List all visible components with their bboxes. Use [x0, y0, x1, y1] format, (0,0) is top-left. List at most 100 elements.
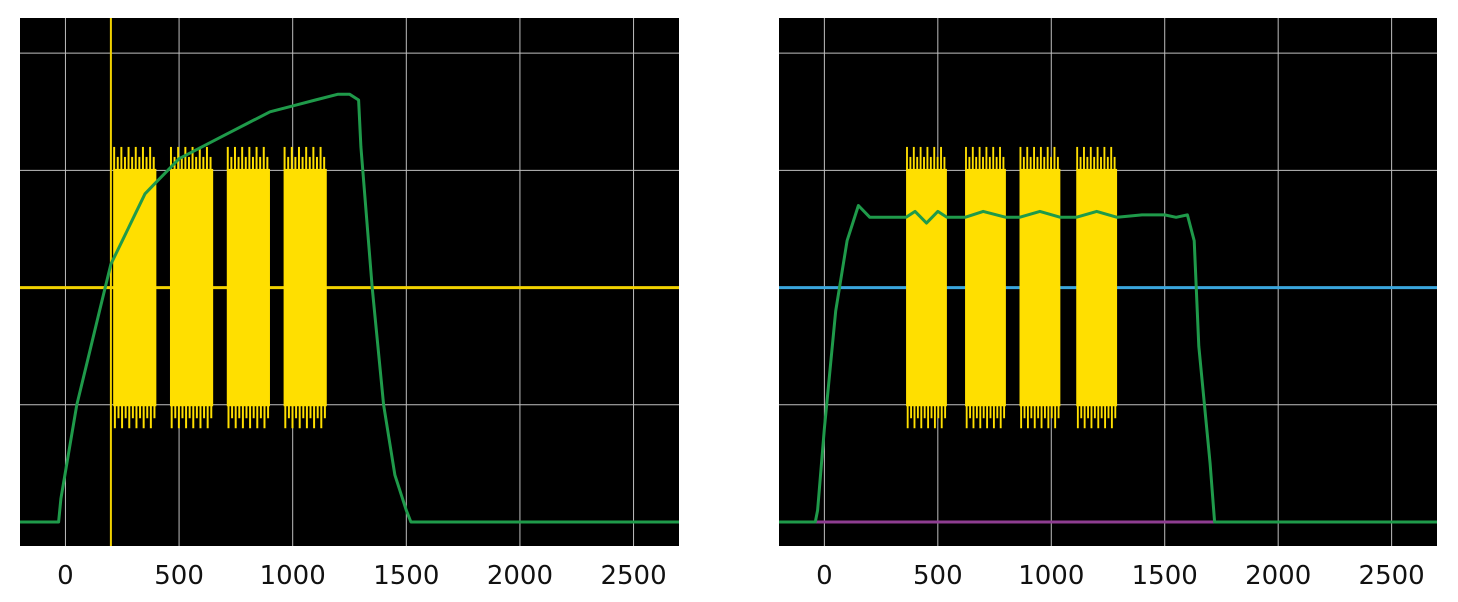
burst-tooth-top	[305, 146, 308, 170]
x-tick-label: 1500	[373, 561, 439, 591]
burst-tooth-top	[198, 146, 201, 170]
burst-tooth-bottom	[153, 405, 156, 419]
x-tick-label: 2000	[487, 561, 553, 591]
burst-tooth-bottom	[113, 405, 116, 429]
burst-tooth-bottom	[1047, 405, 1050, 429]
burst-tooth-bottom	[267, 405, 270, 419]
burst-tooth-bottom	[313, 405, 316, 429]
burst-tooth-top	[169, 146, 172, 170]
burst-tooth-bottom	[965, 405, 968, 429]
series-line-1	[20, 92, 679, 524]
burst-tooth-bottom	[238, 405, 241, 419]
burst-tooth-bottom	[1114, 405, 1117, 419]
burst-tooth-top	[241, 146, 244, 170]
burst-tooth-top	[230, 156, 233, 170]
burst-tooth-top	[982, 156, 984, 170]
burst-tooth-top	[968, 156, 971, 170]
burst-tooth-top	[940, 146, 942, 170]
burst-tooth-bottom	[291, 405, 294, 429]
burst-tooth-top	[1106, 156, 1109, 170]
burst-tooth-top	[244, 156, 247, 170]
burst-tooth-bottom	[937, 405, 940, 419]
burst-tooth-bottom	[210, 405, 213, 419]
x-tick-label: 1500	[1132, 561, 1198, 591]
x-tick-label: 500	[913, 561, 963, 591]
burst-tooth-top	[995, 156, 998, 170]
burst-tooth-bottom	[913, 405, 916, 429]
burst-tooth-top	[1039, 146, 1042, 170]
burst-tooth-top	[909, 156, 912, 170]
burst-tooth-bottom	[234, 405, 237, 429]
burst-tooth-bottom	[142, 405, 145, 429]
burst-tooth-top	[312, 146, 315, 170]
burst-tooth-bottom	[999, 405, 1002, 429]
burst-tooth-bottom	[241, 405, 244, 429]
burst-tooth-top	[113, 146, 116, 170]
burst-tooth-top	[149, 146, 152, 170]
burst-tooth-bottom	[181, 405, 184, 419]
burst-tooth-bottom	[284, 405, 287, 429]
burst-tooth-top	[988, 156, 991, 170]
burst-tooth-top	[226, 146, 229, 170]
burst-tooth-top	[308, 156, 311, 170]
burst-tooth-top	[912, 146, 915, 170]
burst-tooth-top	[1022, 156, 1025, 170]
burst-tooth-top	[209, 156, 212, 170]
burst-tooth-bottom	[920, 405, 923, 429]
burst-tooth-top	[262, 146, 265, 170]
burst-tooth-top	[929, 156, 932, 170]
burst-tooth-bottom	[1044, 405, 1046, 419]
burst-tooth-bottom	[982, 405, 985, 419]
burst-tooth-bottom	[1100, 405, 1103, 419]
burst-tooth-bottom	[249, 405, 252, 429]
burst-tooth-top	[1002, 156, 1005, 170]
burst-tooth-top	[936, 156, 939, 170]
burst-tooth-bottom	[996, 405, 999, 419]
burst-tooth-bottom	[149, 405, 152, 429]
burst-tooth-bottom	[972, 405, 975, 429]
burst-tooth-bottom	[128, 405, 131, 429]
burst-tooth-bottom	[927, 405, 930, 429]
burst-tooth-bottom	[185, 405, 188, 429]
burst-tooth-bottom	[287, 405, 290, 419]
x-tick-label: 2000	[1245, 561, 1311, 591]
burst-tooth-bottom	[992, 405, 995, 429]
burst-tooth-bottom	[177, 405, 180, 429]
burst-tooth-top	[1050, 156, 1053, 170]
burst-tooth-bottom	[302, 405, 305, 419]
burst-tooth-bottom	[1110, 405, 1113, 429]
burst-tooth-top	[202, 156, 205, 170]
burst-tooth-top	[1079, 156, 1082, 170]
burst-tooth-bottom	[1030, 405, 1033, 419]
burst-block-4	[1076, 146, 1118, 429]
burst-tooth-bottom	[256, 405, 259, 429]
burst-tooth-top	[1110, 146, 1113, 170]
burst-tooth-top	[187, 156, 190, 170]
burst-tooth-top	[971, 146, 974, 170]
burst-tooth-top	[1019, 146, 1022, 170]
burst-tooth-bottom	[989, 405, 992, 419]
burst-tooth-top	[287, 156, 290, 170]
burst-tooth-bottom	[1033, 405, 1036, 429]
burst-tooth-bottom	[316, 405, 319, 419]
burst-tooth-top	[297, 146, 300, 170]
burst-tooth-top	[1043, 156, 1046, 170]
burst-tooth-bottom	[1003, 405, 1006, 419]
burst-tooth-bottom	[930, 405, 933, 419]
burst-tooth-bottom	[975, 405, 978, 419]
burst-tooth-bottom	[135, 405, 138, 429]
burst-tooth-bottom	[323, 405, 326, 419]
burst-tooth-bottom	[1057, 405, 1060, 419]
burst-core	[1076, 168, 1118, 407]
burst-tooth-top	[1100, 156, 1102, 170]
burst-tooth-bottom	[131, 405, 134, 419]
burst-tooth-bottom	[121, 405, 124, 429]
burst-tooth-top	[283, 146, 286, 170]
burst-tooth-bottom	[259, 405, 262, 419]
burst-tooth-top	[255, 146, 258, 170]
burst-tooth-top	[266, 156, 269, 170]
burst-core	[965, 168, 1006, 407]
burst-tooth-bottom	[252, 405, 255, 419]
burst-tooth-top	[152, 156, 155, 170]
